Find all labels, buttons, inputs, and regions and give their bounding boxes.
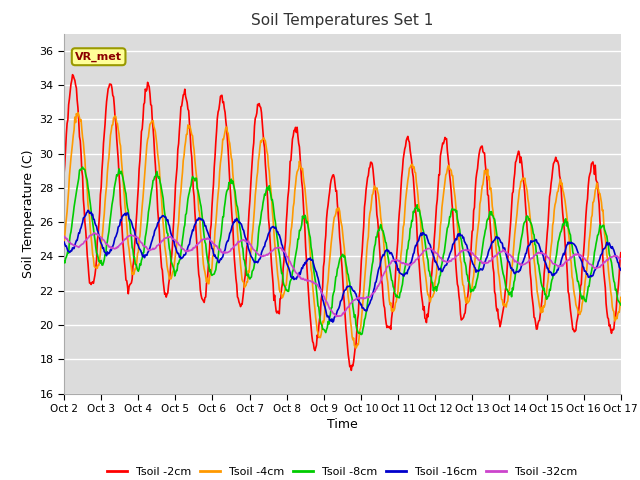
Legend: Tsoil -2cm, Tsoil -4cm, Tsoil -8cm, Tsoil -16cm, Tsoil -32cm: Tsoil -2cm, Tsoil -4cm, Tsoil -8cm, Tsoi…: [103, 463, 582, 480]
X-axis label: Time: Time: [327, 418, 358, 431]
Y-axis label: Soil Temperature (C): Soil Temperature (C): [22, 149, 35, 278]
Title: Soil Temperatures Set 1: Soil Temperatures Set 1: [252, 13, 433, 28]
Text: VR_met: VR_met: [75, 51, 122, 62]
